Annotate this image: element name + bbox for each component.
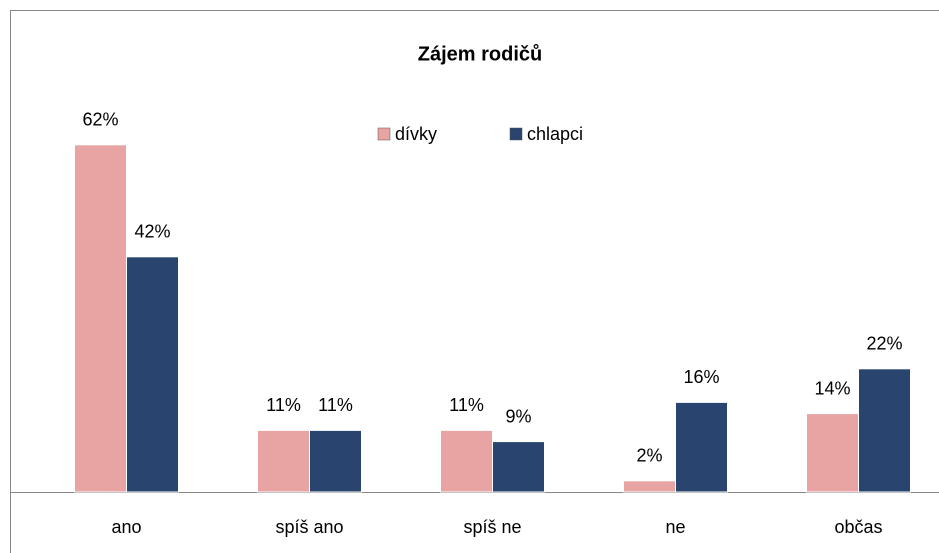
x-tick-label: ano bbox=[111, 517, 141, 537]
x-tick-label: spíš ano bbox=[275, 517, 343, 537]
bar bbox=[492, 441, 545, 493]
bar bbox=[440, 429, 493, 493]
bar bbox=[623, 480, 676, 493]
x-tick-label: spíš ne bbox=[463, 517, 521, 537]
legend-label: dívky bbox=[395, 124, 437, 144]
bar bbox=[74, 144, 127, 493]
x-tick-label: ne bbox=[665, 517, 685, 537]
data-label: 16% bbox=[683, 367, 719, 387]
bar bbox=[675, 401, 728, 493]
bar bbox=[806, 413, 859, 493]
x-tick-label: občas bbox=[834, 517, 882, 537]
data-label: 62% bbox=[82, 110, 118, 130]
legend-label: chlapci bbox=[527, 124, 583, 144]
data-label: 2% bbox=[636, 446, 662, 466]
data-label: 11% bbox=[318, 395, 353, 415]
data-label: 11% bbox=[449, 395, 484, 415]
chart-title: Zájem rodičů bbox=[418, 43, 542, 65]
bar bbox=[309, 429, 362, 493]
data-label: 14% bbox=[814, 378, 850, 398]
data-label: 11% bbox=[266, 395, 301, 415]
legend-swatch bbox=[509, 127, 523, 141]
data-label: 9% bbox=[505, 406, 531, 426]
data-label: 42% bbox=[134, 222, 170, 242]
data-label: 22% bbox=[866, 334, 902, 354]
bar bbox=[858, 368, 911, 493]
bar bbox=[257, 429, 310, 493]
legend-swatch bbox=[377, 127, 391, 141]
bar bbox=[126, 256, 179, 493]
